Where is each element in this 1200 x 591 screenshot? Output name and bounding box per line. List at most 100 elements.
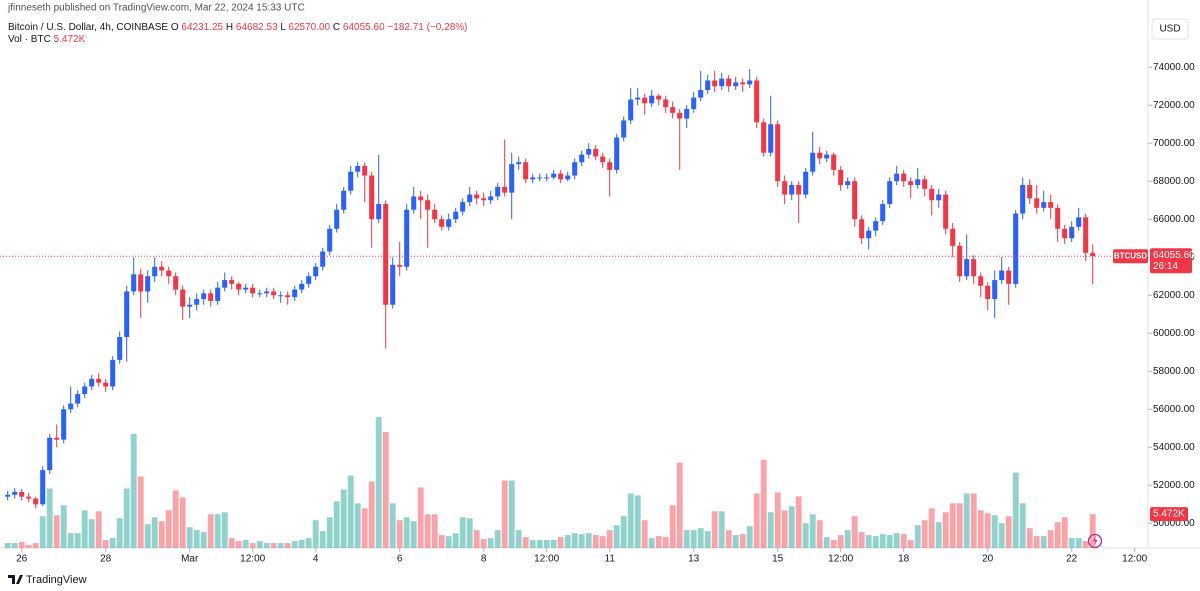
candle-body xyxy=(670,107,676,113)
volume-bar xyxy=(641,520,648,548)
volume-bar xyxy=(277,543,284,548)
volume-bar xyxy=(158,521,165,548)
candle-body xyxy=(61,409,67,440)
volume-bar xyxy=(522,537,529,548)
volume-tag xyxy=(1150,507,1188,522)
volume-bar xyxy=(116,518,123,548)
volume-bar xyxy=(228,538,235,548)
volume-bar xyxy=(249,543,256,548)
candle-body xyxy=(733,82,739,87)
volume-bar xyxy=(242,540,249,548)
volume-bar xyxy=(1061,517,1068,548)
candle-body xyxy=(40,470,46,505)
candle-body xyxy=(796,185,802,195)
volume-bar xyxy=(690,530,697,548)
volume-bar xyxy=(375,417,382,548)
volume-bar xyxy=(515,530,522,548)
volume-value: 5.472K xyxy=(54,34,86,45)
ohlc-item: H 64682.53 xyxy=(226,22,281,33)
volume-bar xyxy=(879,534,886,548)
volume-bar xyxy=(487,538,494,548)
volume-bar xyxy=(18,542,25,548)
volume-bar xyxy=(53,515,60,548)
candle-body xyxy=(362,166,368,176)
candle-body xyxy=(635,97,641,100)
volume-bar xyxy=(508,480,515,548)
candle-body xyxy=(726,78,732,87)
legend-line: Bitcoin / U.S. Dollar, 4h, COINBASE O 64… xyxy=(8,22,467,33)
candle-body xyxy=(12,491,18,495)
y-tick-label: 66000.00 xyxy=(1153,214,1195,225)
volume-bar xyxy=(480,539,487,548)
candle-body xyxy=(894,173,900,182)
x-tick-label: 28 xyxy=(100,554,112,565)
candle-body xyxy=(530,177,536,180)
candle-body xyxy=(901,173,907,182)
y-tick-label: 72000.00 xyxy=(1153,100,1195,111)
volume-bar xyxy=(368,481,375,548)
volume-bar xyxy=(991,515,998,548)
candle-body xyxy=(803,171,809,195)
x-tick-label: 18 xyxy=(898,554,910,565)
volume-bar xyxy=(697,528,704,548)
x-tick-label: 6 xyxy=(397,554,403,565)
volume-bar xyxy=(214,514,221,548)
volume-bar xyxy=(585,533,592,548)
candle-body xyxy=(166,270,172,277)
currency[interactable]: USD xyxy=(1159,24,1180,35)
candle-body xyxy=(187,304,193,307)
candle-body xyxy=(215,287,221,301)
currency-box[interactable] xyxy=(1151,18,1189,40)
candle-body xyxy=(887,181,893,205)
volume-bar xyxy=(389,503,396,548)
candle-body xyxy=(201,293,207,300)
candle-body xyxy=(103,382,109,387)
x-tick-label: 12:00 xyxy=(1122,554,1147,565)
candle-body xyxy=(747,80,753,85)
candle-body xyxy=(908,181,914,186)
ohlc-key: H xyxy=(226,22,233,33)
y-tick-label: 54000.00 xyxy=(1153,442,1195,453)
candle-body xyxy=(663,99,669,108)
candle-body xyxy=(866,230,872,239)
volume-bar xyxy=(823,537,830,548)
candle-body xyxy=(1090,252,1096,257)
volume-bar xyxy=(557,537,564,548)
candle-body xyxy=(551,173,557,178)
volume-bar xyxy=(1089,514,1096,548)
volume-bar xyxy=(25,545,32,548)
alert-icon[interactable] xyxy=(1087,533,1103,549)
volume-bar xyxy=(592,535,599,548)
volume-bar xyxy=(753,493,760,548)
volume-bar xyxy=(1075,538,1082,548)
volume-tag-label: 5.472K xyxy=(1153,509,1185,520)
candle-body xyxy=(859,219,865,239)
candle-body xyxy=(845,181,851,186)
candle-body xyxy=(873,221,879,231)
candle-body xyxy=(971,259,977,277)
volume-bar xyxy=(816,520,823,548)
candle-body xyxy=(19,491,25,497)
candle-body xyxy=(1041,202,1047,208)
volume-bar xyxy=(648,538,655,548)
candle-body xyxy=(558,173,564,180)
volume-bar xyxy=(977,510,984,548)
brand-logo xyxy=(8,575,23,584)
candle-body xyxy=(222,280,228,288)
candle-body xyxy=(1034,198,1040,208)
symbol-tag-label: BTCUSD xyxy=(1114,251,1148,260)
volume-bar xyxy=(417,487,424,548)
volume-bar xyxy=(886,535,893,548)
candle-body xyxy=(180,289,186,307)
ohlc-value: 64055.60 xyxy=(343,22,385,33)
candle-body xyxy=(173,276,179,290)
price-tag-label: 64055.60 xyxy=(1153,250,1195,261)
volume-bar xyxy=(550,540,557,548)
candle-body xyxy=(649,95,655,104)
candle-body xyxy=(26,496,32,499)
change: −182.71 (−0.28%) xyxy=(387,22,467,33)
volume-bar xyxy=(32,543,39,548)
candle-body xyxy=(1062,228,1068,239)
volume-bar xyxy=(837,535,844,548)
